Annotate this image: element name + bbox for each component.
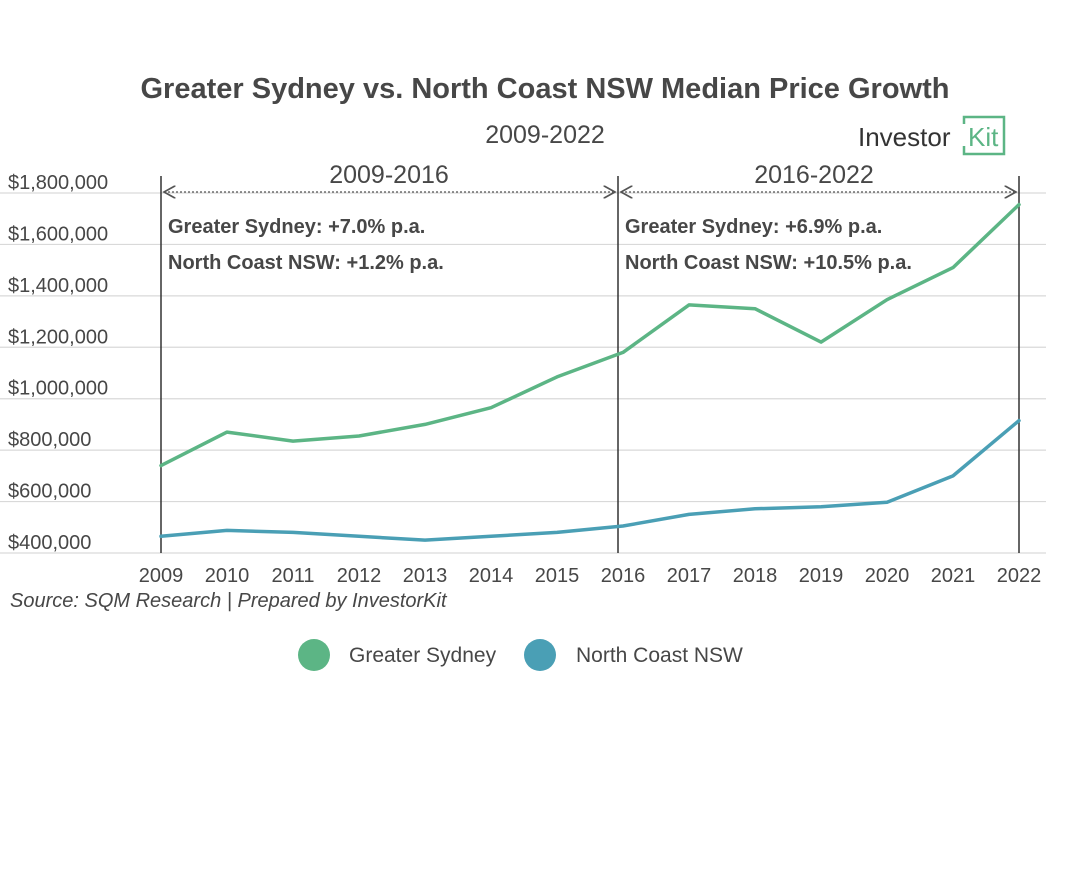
x-tick-label: 2014 <box>469 565 514 587</box>
y-tick-label: $1,800,000 <box>8 172 108 194</box>
x-tick-label: 2011 <box>271 565 314 587</box>
y-tick-label: $400,000 <box>8 532 91 554</box>
annotation-right-sydney: Greater Sydney: +6.9% p.a. <box>625 216 882 238</box>
y-axis: $400,000 $600,000 $800,000 $1,000,000 $1,200… <box>8 172 108 554</box>
investorkit-logo: Investor Kit <box>858 115 1006 156</box>
period-label-right: 2016-2022 <box>754 161 874 189</box>
y-tick-label: $1,200,000 <box>8 326 108 348</box>
legend-swatch-north-coast <box>524 639 556 671</box>
annotation-right-northcoast: North Coast NSW: +10.5% p.a. <box>625 252 912 274</box>
chart-title: Greater Sydney vs. North Coast NSW Media… <box>141 73 950 105</box>
logo-text-investor: Investor <box>858 122 951 152</box>
y-tick-label: $800,000 <box>8 429 91 451</box>
x-axis: 2009 2010 2011 2012 2013 2014 2015 2016 2017 2018… <box>139 565 1042 587</box>
y-tick-label: $1,000,000 <box>8 378 108 400</box>
period-label-left: 2009-2016 <box>329 161 449 189</box>
legend-label-north-coast: North Coast NSW <box>576 644 743 667</box>
y-tick-label: $600,000 <box>8 481 91 503</box>
x-tick-label: 2020 <box>865 565 910 587</box>
legend-label-greater-sydney: Greater Sydney <box>349 644 497 667</box>
y-tick-label: $1,600,000 <box>8 223 108 245</box>
source-note: Source: SQM Research | Prepared by Inves… <box>10 590 448 612</box>
annotation-left-sydney: Greater Sydney: +7.0% p.a. <box>168 216 425 238</box>
x-tick-label: 2009 <box>139 565 184 587</box>
legend: Greater Sydney North Coast NSW <box>298 639 743 671</box>
x-tick-label: 2015 <box>535 565 580 587</box>
series-line-greater-sydney <box>159 202 1021 468</box>
series <box>159 202 1021 542</box>
x-tick-label: 2022 <box>997 565 1042 587</box>
x-tick-label: 2010 <box>205 565 250 587</box>
series-line-north-coast <box>159 418 1021 542</box>
x-tick-label: 2021 <box>931 565 976 587</box>
x-tick-label: 2018 <box>733 565 778 587</box>
legend-swatch-greater-sydney <box>298 639 330 671</box>
annotation-left-northcoast: North Coast NSW: +1.2% p.a. <box>168 252 444 274</box>
chart-subtitle: 2009-2022 <box>485 121 605 149</box>
y-tick-label: $1,400,000 <box>8 275 108 297</box>
x-tick-label: 2016 <box>601 565 646 587</box>
grid <box>0 192 1046 554</box>
x-tick-label: 2019 <box>799 565 844 587</box>
x-tick-label: 2013 <box>403 565 448 587</box>
x-tick-label: 2017 <box>667 565 712 587</box>
logo-text-kit: Kit <box>968 122 999 152</box>
x-tick-label: 2012 <box>337 565 382 587</box>
